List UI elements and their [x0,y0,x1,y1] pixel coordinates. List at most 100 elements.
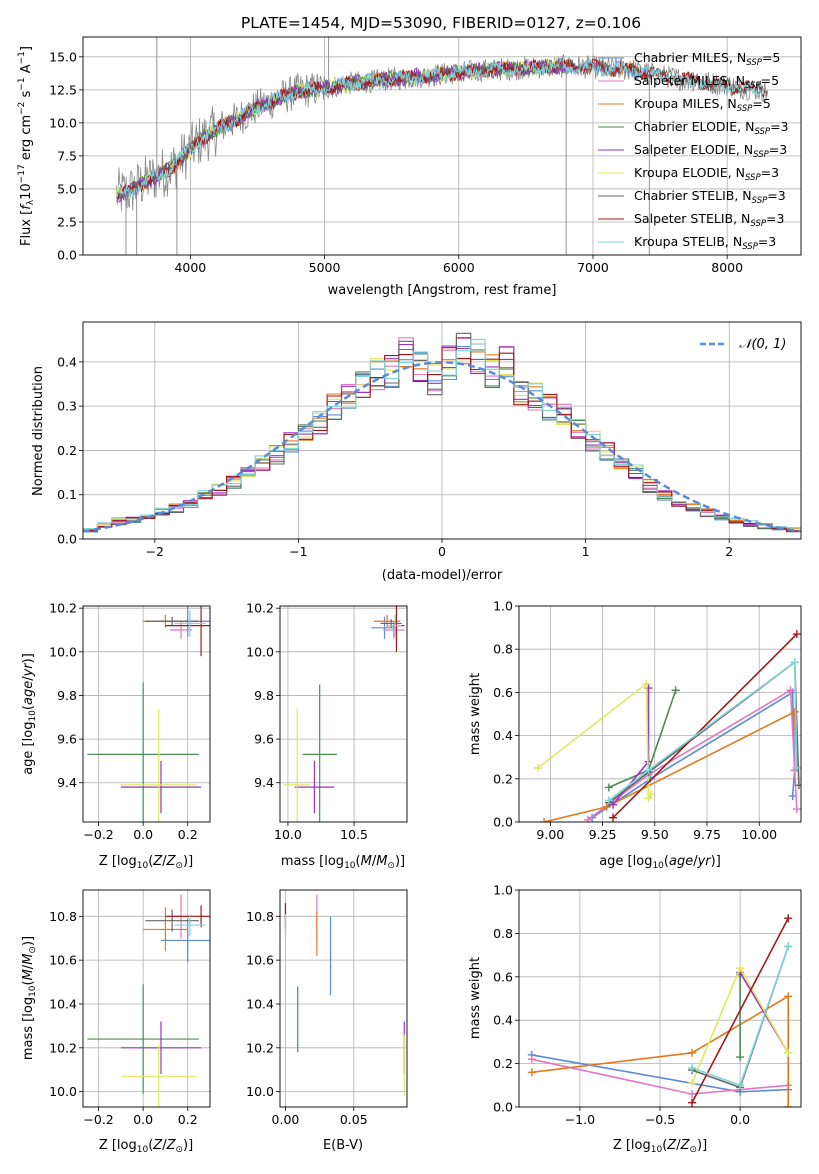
z-weight-panel: −1.0 −0.5 0.0 0.0 0.2 0.4 0.6 0.8 1.0 Z [log10(Z… [468,883,802,1155]
normal-legend-label: 𝒩(0, 1) [739,337,786,352]
weight-marker-chabrier_stelib [794,781,801,790]
x-tick-label: 0.0 [133,827,153,842]
y-tick-label: 0.0 [493,1100,513,1115]
z-mass-ylabel: mass [log10(M/M⊙)] [21,936,38,1060]
x-tick-label: 0.0 [730,1112,750,1127]
legend-text: Salpeter ELODIE, N [634,142,753,157]
x-tick-label: 9.75 [693,827,721,842]
legend-text: Kroupa MILES, N [634,96,737,111]
x-tick-label: 10.00 [741,827,777,842]
weight-marker-chabrier_elodie [604,783,613,792]
legend-label-chabrier_stelib: Chabrier STELIB, NSSP=3 [634,188,786,206]
weight-marker-kroupa_miles [527,1068,536,1077]
y-tick-label: 0.4 [493,1013,513,1028]
weight-line-chabrier_stelib [608,660,800,804]
legend-subscript: SSP [745,81,761,91]
weight-marker-kroupa_elodie [736,964,745,973]
legend-subscript: SSP [752,196,768,206]
legend-text: Chabrier ELODIE, N [634,119,754,134]
x-tick-label: 0.00 [272,1112,300,1127]
legend-label-kroupa_miles: Kroupa MILES, NSSP=5 [634,96,771,114]
spectrum-panel: 4000 5000 6000 7000 8000 0.0 2.5 5.0 7.5 10.0 12.5… [17,36,802,298]
x-tick-label: 9.00 [536,827,564,842]
y-tick-label: 10.0 [49,115,77,130]
weight-marker-kroupa_miles [784,1103,793,1107]
y-tick-label: 0.0 [57,532,77,547]
weight-marker-kroupa_stelib [688,1063,697,1072]
legend-text: Chabrier STELIB, N [634,188,752,203]
weight-marker-salpeter_elodie [609,800,617,809]
x-tick-label: 0.2 [178,1112,198,1127]
weight-marker-kroupa_miles [540,818,549,822]
legend-text: Kroupa ELODIE, N [634,165,745,180]
weight-marker-kroupa_stelib [790,658,799,667]
y-tick-label: 12.5 [49,82,77,97]
legend-label-chabrier_elodie: Chabrier ELODIE, NSSP=3 [634,119,789,137]
residual-panel: −2 −1 0 1 2 0.0 0.1 0.2 0.3 0.4 (data-model)/erro… [31,321,802,583]
legend-label-salpeter_elodie: Salpeter ELODIE, NSSP=3 [634,142,787,160]
residual-xlabel: (data-model)/error [382,568,503,583]
legend-subscript: SSP [737,104,753,114]
y-tick-label: 2.5 [57,214,77,229]
z-age-panel: −0.2 0.0 0.2 9.4 9.6 9.8 10.0 10.2 Z [log10(Z/Z… [21,601,211,871]
weight-marker-kroupa_stelib [784,942,793,951]
weight-marker-salpeter_stelib [609,813,617,822]
y-tick-label: 0.4 [57,354,77,369]
x-tick-label: 10.0 [274,827,302,842]
legend-count: =5 [752,96,770,111]
y-tick-label: 9.6 [254,732,274,747]
y-tick-label: 10.2 [49,601,77,616]
weight-marker-salpeter_stelib [792,630,801,639]
y-tick-label: 10.2 [49,1040,77,1055]
weight-marker-salpeter_miles [688,1089,697,1098]
model-spectrum-kroupa_stelib [116,57,768,199]
histogram-step-kroupa_stelib [83,338,801,530]
weight-marker-kroupa_stelib [644,766,653,775]
z-age-xlabel: Z [log10(Z/Z⊙)] [99,854,193,871]
legend-subscript: SSP [753,150,769,160]
z-mass-xlabel: Z [log10(Z/Z⊙)] [99,1138,193,1155]
y-tick-label: 10.0 [49,644,77,659]
x-tick-label: 4000 [174,260,206,275]
legend-count: =5 [762,50,780,65]
z-age-ylabel: age [log10(age/yr)] [21,653,38,775]
weight-marker-kroupa_stelib [604,796,613,805]
normal-legend: 𝒩(0, 1) [700,337,786,352]
legend-count: =5 [761,73,779,88]
x-tick-label: 8000 [711,260,743,275]
normal-curve [83,361,801,533]
residual-ylabel: Normed distribution [31,366,46,496]
weight-marker-kroupa_stelib [736,1081,745,1090]
x-tick-label: 1 [582,544,590,559]
y-tick-label: 10.4 [49,996,77,1011]
weight-marker-salpeter_miles [527,1055,536,1064]
legend-count: =3 [766,211,784,226]
y-tick-label: 10.6 [246,953,274,968]
model-spectrum-salpeter_stelib [116,57,768,200]
ebv-mass-xlabel: E(B-V) [323,1138,363,1153]
y-tick-label: 0.0 [57,248,77,263]
legend-label-salpeter_miles: Salpeter MILES, NSSP=5 [634,73,779,91]
y-tick-label: 9.4 [254,775,274,790]
legend-label-kroupa_stelib: Kroupa STELIB, NSSP=3 [634,234,776,252]
legend-count: =3 [767,188,785,203]
x-tick-label: −0.2 [83,827,113,842]
mass-age-xlabel: mass [log10(M/M⊙)] [281,854,405,871]
x-tick-label: 7000 [577,260,609,275]
legend-subscript: SSP [754,127,770,137]
legend-subscript: SSP [750,219,766,229]
weight-marker-salpeter_miles [786,686,795,695]
legend-count: =3 [758,234,776,249]
y-tick-label: 10.2 [246,1040,274,1055]
z-weight-ylabel: mass weight [468,957,483,1039]
y-tick-label: 0.8 [493,926,513,941]
x-tick-label: 2 [725,544,733,559]
y-tick-label: 9.6 [57,732,77,747]
x-tick-label: −0.2 [83,1112,113,1127]
ebv-mass-panel: 0.00 0.05 10.0 10.2 10.4 10.6 10.8 E(B-V) [246,889,408,1153]
weight-marker-kroupa_elodie [644,794,653,803]
y-tick-label: 10.0 [49,1084,77,1099]
y-tick-label: 9.8 [254,688,274,703]
weight-marker-salpeter_miles [583,815,592,822]
